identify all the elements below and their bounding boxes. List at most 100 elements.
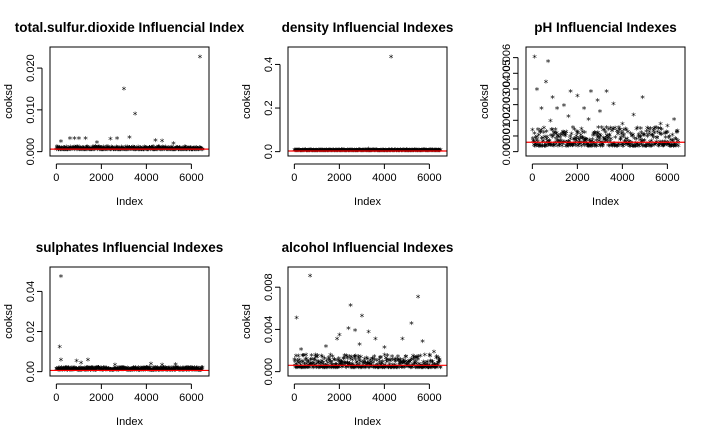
data-point: *	[654, 135, 659, 145]
data-point: *	[75, 367, 80, 377]
data-point: *	[82, 145, 87, 155]
data-point: *	[164, 367, 169, 377]
x-axis: 0 2000 4000 6000	[53, 383, 204, 404]
data-point: *	[317, 148, 322, 158]
data-point: *	[536, 132, 541, 142]
data-point: *	[114, 367, 119, 377]
data-point: *	[379, 364, 384, 374]
data-point: *	[300, 359, 305, 369]
data-point: *	[303, 357, 308, 367]
data-point: *	[379, 148, 384, 158]
data-point: *	[80, 146, 85, 156]
panel-4: sulphates Influencial Indexes***********…	[3, 240, 223, 428]
data-point: *	[398, 148, 403, 158]
data-point: *	[353, 353, 358, 363]
data-point: *	[361, 147, 366, 157]
data-point: *	[54, 367, 59, 377]
data-point: *	[388, 365, 393, 375]
data-point: *	[660, 142, 665, 152]
data-point: *	[171, 367, 176, 377]
data-point: *	[395, 356, 400, 366]
data-point: *	[329, 362, 334, 372]
data-point: *	[410, 353, 415, 363]
data-point: *	[345, 148, 350, 158]
data-point: *	[332, 357, 337, 367]
data-point: *	[111, 146, 116, 156]
data-point: *	[114, 366, 119, 376]
data-point: *	[565, 141, 570, 151]
data-point: *	[378, 148, 383, 158]
data-point: *	[363, 363, 368, 373]
data-point: *	[402, 359, 407, 369]
data-point: *	[391, 148, 396, 158]
data-point: *	[62, 367, 67, 377]
data-point: *	[413, 148, 418, 158]
data-point: *	[77, 365, 82, 375]
data-point: *	[327, 147, 332, 157]
data-point: *	[627, 143, 632, 153]
data-point: *	[95, 366, 100, 376]
data-point: *	[374, 147, 379, 157]
data-point: *	[546, 139, 551, 149]
data-point: *	[373, 363, 378, 373]
data-point: *	[618, 135, 623, 145]
data-point: *	[566, 139, 571, 149]
data-point: *	[317, 364, 322, 374]
data-point: *	[363, 147, 368, 157]
data-point: *	[397, 147, 402, 157]
data-point: *	[619, 131, 624, 141]
data-point: *	[623, 138, 628, 148]
data-point: *	[411, 147, 416, 157]
data-point: *	[303, 148, 308, 158]
data-point: *	[360, 148, 365, 158]
data-point: *	[359, 147, 364, 157]
data-point: *	[181, 367, 186, 377]
data-point: *	[336, 147, 341, 157]
data-point: *	[168, 147, 173, 157]
data-point: *	[376, 357, 381, 367]
data-point: *	[117, 146, 122, 156]
data-point: *	[349, 354, 354, 364]
data-point: *	[639, 139, 644, 149]
data-point: *	[179, 146, 184, 156]
data-point: *	[356, 148, 361, 158]
data-point: *	[622, 138, 627, 148]
data-point: *	[173, 147, 178, 157]
data-point: *	[98, 147, 103, 157]
data-point: *	[111, 367, 116, 377]
data-point: *	[542, 143, 547, 153]
data-point: *	[375, 365, 380, 375]
data-point: *	[145, 147, 150, 157]
data-point: *	[363, 362, 368, 372]
data-point: *	[296, 147, 301, 157]
data-point: *	[428, 147, 433, 157]
data-point: *	[126, 367, 131, 377]
data-point: *	[339, 364, 344, 374]
data-point: *	[175, 147, 180, 157]
data-point: *	[570, 125, 575, 135]
data-point: *	[339, 359, 344, 369]
data-point: *	[639, 141, 644, 151]
data-point: *	[619, 142, 624, 152]
data-point: *	[94, 145, 99, 155]
panel-3: pH Influencial Indexes******************…	[479, 20, 686, 208]
data-point: *	[556, 138, 561, 148]
outlier-point: *	[171, 140, 176, 150]
data-point: *	[68, 366, 73, 376]
outlier-point: *	[58, 139, 63, 149]
data-point: *	[340, 148, 345, 158]
data-point: *	[55, 367, 60, 377]
data-point: *	[187, 367, 192, 377]
data-point: *	[560, 141, 565, 151]
data-point: *	[349, 148, 354, 158]
data-point: *	[592, 130, 597, 140]
data-point: *	[366, 364, 371, 374]
data-point: *	[596, 134, 601, 144]
outlier-point: *	[611, 101, 616, 111]
data-point: *	[374, 147, 379, 157]
data-point: *	[374, 365, 379, 375]
data-point: *	[304, 365, 309, 375]
data-point: *	[73, 146, 78, 156]
data-point: *	[64, 147, 69, 157]
data-point: *	[136, 147, 141, 157]
